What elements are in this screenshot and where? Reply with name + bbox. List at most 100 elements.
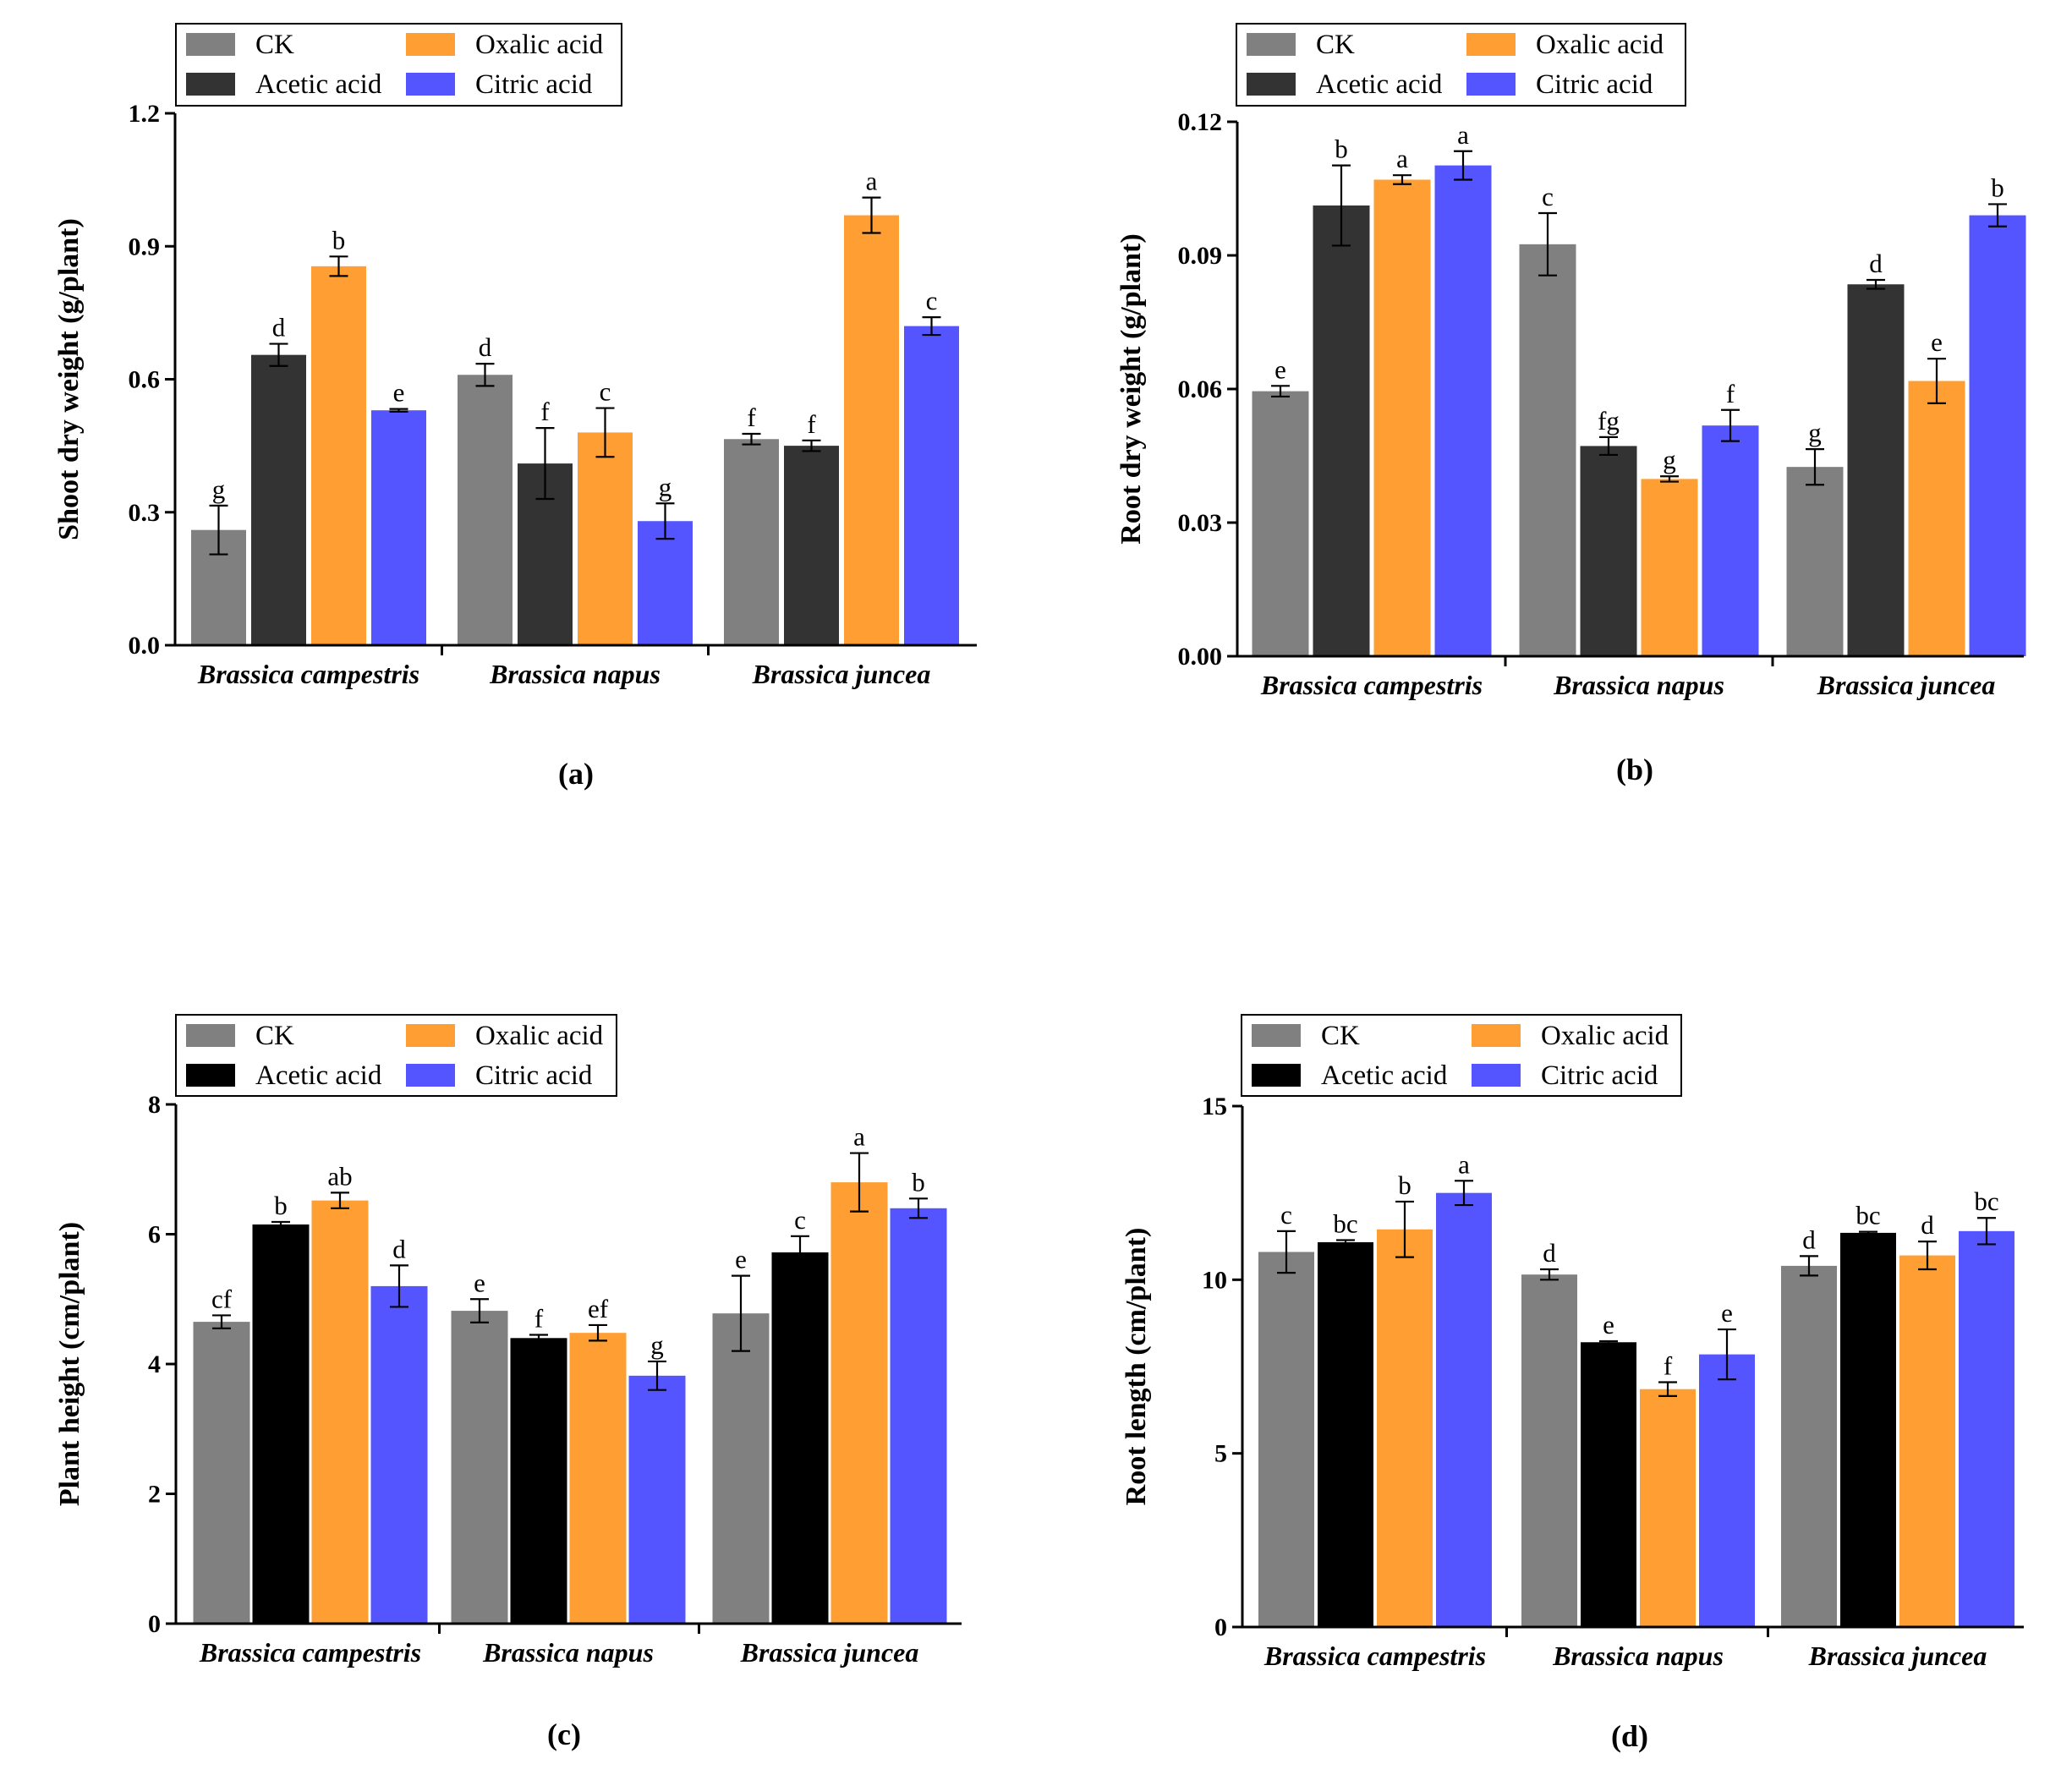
bar <box>569 1333 627 1624</box>
bar <box>1908 381 1965 656</box>
y-tick-label: 1.2 <box>129 100 161 128</box>
bar <box>1899 1255 1955 1627</box>
bar <box>771 1252 829 1624</box>
bar <box>1252 391 1309 656</box>
significance-letter: d <box>1802 1224 1816 1254</box>
x-category-label: Brassica juncea <box>1817 670 1996 700</box>
bar <box>1702 425 1759 656</box>
significance-letter: f <box>747 403 756 432</box>
significance-letter: d <box>392 1234 406 1263</box>
significance-letter: fg <box>1598 406 1620 436</box>
legend-entry: CK <box>255 1021 294 1051</box>
bar <box>578 432 633 645</box>
legend-box <box>1241 1014 1682 1097</box>
legend-swatch <box>186 1064 235 1087</box>
y-tick-label: 0 <box>148 1610 161 1638</box>
significance-letter: g <box>659 472 672 501</box>
legend-entry: Citric acid <box>1541 1060 1658 1091</box>
significance-letter: ab <box>327 1161 352 1191</box>
y-tick-label: 0.03 <box>1178 509 1223 537</box>
legend-swatch <box>406 1024 455 1047</box>
significance-letter: f <box>1726 379 1735 408</box>
significance-letter: b <box>1335 134 1348 164</box>
legend-entry: Acetic acid <box>1316 69 1443 100</box>
x-category-label: Brassica juncea <box>740 1637 919 1668</box>
significance-letter: d <box>1921 1210 1934 1240</box>
significance-letter: b <box>1991 173 2004 202</box>
significance-letter: a <box>1457 120 1469 150</box>
legend: CK Acetic acid Oxalic acid Citric acid <box>1241 1014 1682 1097</box>
chart-panel-d: c d d bc e bc b f d a e bc 0 5 10 15 Brassica campestris… <box>1121 1014 2024 1753</box>
legend: CK Acetic acid Oxalic acid Citric acid <box>175 1014 617 1097</box>
legend-entry: Acetic acid <box>255 1060 382 1091</box>
bar <box>1373 179 1431 656</box>
legend: CK Acetic acid Oxalic acid Citric acid <box>175 23 622 107</box>
legend-entry: Oxalic acid <box>475 30 604 60</box>
bar <box>1969 215 2026 657</box>
significance-letter: bc <box>1974 1186 1998 1216</box>
legend-entry: Oxalic acid <box>1536 30 1664 60</box>
significance-letter: c <box>1280 1200 1292 1230</box>
bar <box>451 1311 508 1624</box>
significance-letter: c <box>1542 182 1554 211</box>
legend-swatch <box>406 73 455 96</box>
significance-letter: e <box>1603 1310 1614 1339</box>
bar <box>1640 1389 1696 1627</box>
significance-letter: a <box>1396 144 1408 173</box>
bar <box>1258 1252 1314 1627</box>
bar <box>371 410 426 645</box>
y-axis-label: Plant height (cm/plant) <box>54 1222 85 1506</box>
chart-panel-b: e c g b fg d a g e a f b 0.00 0.03 0.06 0.09 0.12 Brassic… <box>1115 23 2026 786</box>
panel-caption: (d) <box>1611 1719 1648 1753</box>
bar <box>1519 244 1576 656</box>
legend-box <box>1236 23 1686 107</box>
bar <box>1436 1192 1492 1627</box>
bar <box>1313 205 1370 657</box>
bar <box>1580 446 1637 656</box>
bar <box>311 266 366 645</box>
significance-letter: b <box>912 1167 925 1197</box>
significance-letter: f <box>540 397 550 426</box>
legend-swatch <box>1472 1064 1521 1087</box>
legend-entry: CK <box>1316 30 1355 60</box>
legend-swatch <box>1466 33 1516 56</box>
significance-letter: g <box>212 474 226 504</box>
bar <box>251 354 306 645</box>
x-category-label: Brassica napus <box>1553 670 1724 700</box>
x-category-label: Brassica campestris <box>197 659 419 689</box>
legend-box <box>175 23 622 107</box>
significance-letter: a <box>866 167 878 196</box>
bar <box>1786 467 1844 656</box>
legend-entry: Citric acid <box>475 69 593 100</box>
significance-letter: c <box>794 1205 806 1235</box>
bar <box>1699 1354 1755 1627</box>
significance-letter: e <box>735 1245 747 1274</box>
legend-entry: Citric acid <box>1536 69 1653 100</box>
bar <box>1641 479 1698 656</box>
significance-letter: c <box>926 286 938 315</box>
x-category-label: Brassica napus <box>489 659 661 689</box>
legend: CK Acetic acid Oxalic acid Citric acid <box>1236 23 1686 107</box>
bar <box>890 1208 947 1624</box>
bar <box>370 1285 428 1624</box>
bar <box>1581 1342 1636 1627</box>
bar <box>784 446 839 645</box>
bar <box>1847 284 1905 656</box>
y-tick-label: 0 <box>1214 1613 1227 1641</box>
significance-letter: d <box>479 332 492 362</box>
bar <box>458 375 513 645</box>
significance-letter: c <box>600 377 611 407</box>
significance-letter: g <box>1663 445 1676 474</box>
bar <box>830 1182 888 1624</box>
significance-letter: d <box>1869 249 1883 278</box>
y-tick-label: 2 <box>148 1481 161 1509</box>
significance-letter: f <box>1664 1350 1673 1380</box>
legend-swatch <box>186 33 235 56</box>
significance-letter: ef <box>588 1294 609 1323</box>
bar <box>510 1338 567 1624</box>
y-tick-label: 5 <box>1214 1440 1227 1468</box>
bar <box>628 1375 686 1624</box>
significance-letter: e <box>474 1268 485 1297</box>
legend-entry: Oxalic acid <box>1541 1021 1669 1051</box>
y-tick-label: 0.12 <box>1178 108 1223 136</box>
